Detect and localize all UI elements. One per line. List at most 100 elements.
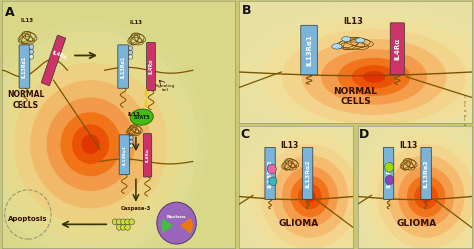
Circle shape [282,29,466,125]
Circle shape [338,58,410,96]
Circle shape [332,44,342,49]
Circle shape [72,124,109,164]
Text: IL4Rα: IL4Rα [51,51,67,61]
Text: IL13: IL13 [20,18,33,23]
Circle shape [414,184,438,209]
Text: NORMAL
CELLS: NORMAL CELLS [7,90,44,110]
Text: Caspase-3: Caspase-3 [121,206,151,211]
Circle shape [388,155,465,238]
Circle shape [301,39,447,115]
Text: C
y
t
o
p
l
a
s
m: C y t o p l a s m [463,95,466,136]
Circle shape [321,49,427,105]
Text: IL13Rα2: IL13Rα2 [424,159,428,188]
Circle shape [46,97,135,191]
Circle shape [420,190,432,203]
Circle shape [298,184,322,209]
Circle shape [117,219,122,225]
Circle shape [120,219,126,225]
Circle shape [304,190,316,203]
FancyBboxPatch shape [118,45,128,88]
Circle shape [358,124,474,249]
Text: IL13Rα2: IL13Rα2 [305,159,310,188]
Circle shape [14,63,167,226]
Text: IL13Rα1: IL13Rα1 [122,145,126,165]
Circle shape [0,46,183,243]
Text: GLIOMA: GLIOMA [278,219,319,228]
Text: IL13Rα2: IL13Rα2 [386,159,391,188]
FancyBboxPatch shape [19,45,30,88]
Text: IL13: IL13 [399,141,417,150]
Circle shape [128,55,133,59]
Wedge shape [180,218,193,233]
Circle shape [342,37,351,42]
Circle shape [129,136,133,139]
Circle shape [261,144,359,249]
Circle shape [129,144,133,148]
Wedge shape [161,218,173,233]
Circle shape [0,31,198,249]
Circle shape [30,80,151,208]
Text: A: A [5,6,14,19]
FancyBboxPatch shape [41,35,65,86]
FancyBboxPatch shape [143,134,152,177]
Circle shape [157,202,196,244]
Circle shape [356,38,365,43]
FancyBboxPatch shape [146,42,155,91]
Circle shape [385,175,394,185]
Circle shape [129,219,135,225]
Circle shape [291,176,329,217]
Circle shape [269,177,277,186]
Circle shape [367,133,474,249]
Text: IL13Rα2: IL13Rα2 [268,159,273,188]
Circle shape [282,166,338,227]
FancyBboxPatch shape [301,25,317,75]
Circle shape [112,219,118,225]
FancyBboxPatch shape [390,23,404,75]
Text: NORMAL
CELLS: NORMAL CELLS [334,87,377,106]
Text: IL13: IL13 [129,20,143,25]
Circle shape [242,124,378,249]
Circle shape [128,46,133,50]
Circle shape [398,166,454,227]
FancyBboxPatch shape [119,135,129,175]
Circle shape [352,117,474,249]
Circle shape [384,162,394,172]
Text: IL13Rα1: IL13Rα1 [306,34,312,66]
Text: Signaling
tail: Signaling tail [155,84,175,92]
FancyBboxPatch shape [421,147,431,199]
Text: IL13: IL13 [128,112,140,117]
Circle shape [407,176,446,217]
Text: IL13: IL13 [343,17,363,26]
Text: Nucleus: Nucleus [167,215,186,219]
Circle shape [120,224,126,230]
Text: IL13Rα1: IL13Rα1 [121,56,126,78]
Circle shape [125,219,130,225]
Circle shape [29,44,34,49]
Ellipse shape [130,109,153,125]
Circle shape [263,18,474,135]
Text: IL13: IL13 [280,141,299,150]
Circle shape [352,65,396,89]
Text: B: B [242,4,251,17]
Circle shape [267,164,276,174]
Circle shape [128,50,133,55]
Circle shape [129,140,133,144]
FancyBboxPatch shape [383,147,394,199]
Circle shape [235,4,474,150]
FancyBboxPatch shape [302,147,313,199]
Circle shape [29,49,34,54]
Text: D: D [359,128,369,141]
Circle shape [363,71,385,83]
Circle shape [117,224,122,230]
Text: IL13Rα1: IL13Rα1 [22,56,27,78]
Circle shape [125,224,130,230]
FancyBboxPatch shape [265,147,275,199]
Text: C: C [240,128,250,141]
Circle shape [377,144,474,249]
Text: GLIOMA: GLIOMA [397,219,437,228]
Text: IL4Rα: IL4Rα [146,148,149,162]
Circle shape [29,54,34,59]
Circle shape [61,112,121,176]
Text: IL4Rα: IL4Rα [394,38,401,60]
Text: Apoptosis: Apoptosis [8,216,48,222]
